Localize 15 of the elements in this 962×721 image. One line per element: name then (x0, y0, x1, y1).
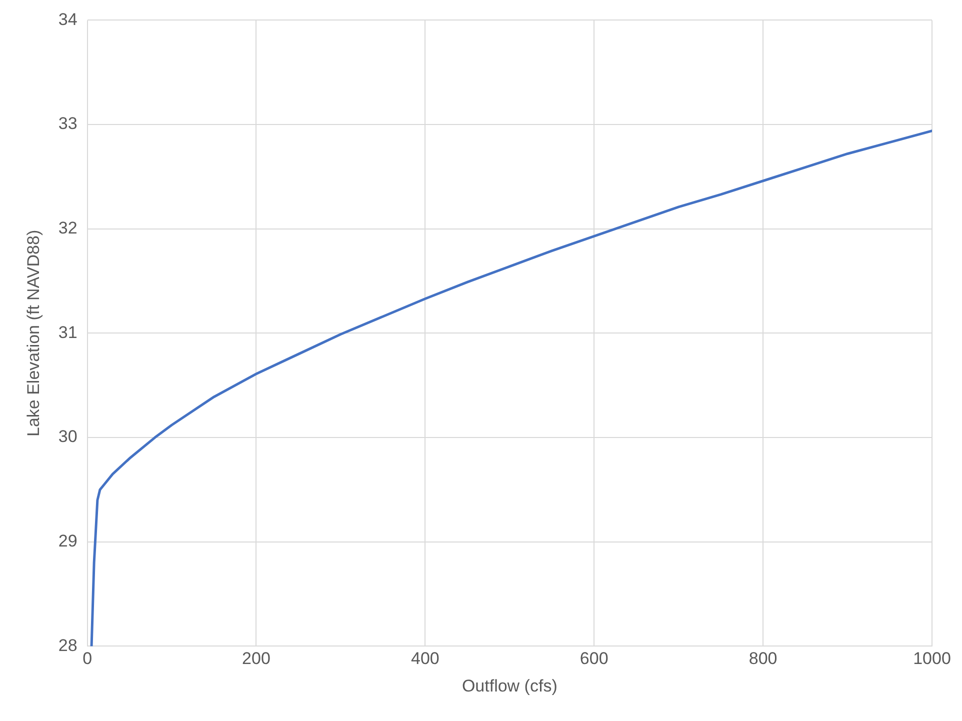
x-tick-label: 600 (580, 649, 608, 668)
x-tick-label: 800 (748, 649, 778, 668)
y-tick-label: 28 (58, 636, 78, 655)
y-tick-label: 30 (58, 427, 78, 446)
x-tick-label: 400 (411, 649, 440, 668)
x-tick-label: 0 (82, 649, 92, 668)
y-tick-label: 33 (58, 114, 78, 134)
y-tick-label: 29 (58, 532, 78, 551)
x-tick-label: 1000 (913, 649, 951, 668)
y-axis-title: Lake Elevation (ft NAVD88) (24, 230, 43, 437)
x-tick-label: 200 (242, 649, 270, 668)
y-tick-label: 31 (58, 322, 78, 342)
y-tick-label: 32 (58, 218, 78, 238)
x-axis-title: Outflow (cfs) (462, 676, 558, 696)
y-tick-label: 34 (58, 10, 78, 29)
